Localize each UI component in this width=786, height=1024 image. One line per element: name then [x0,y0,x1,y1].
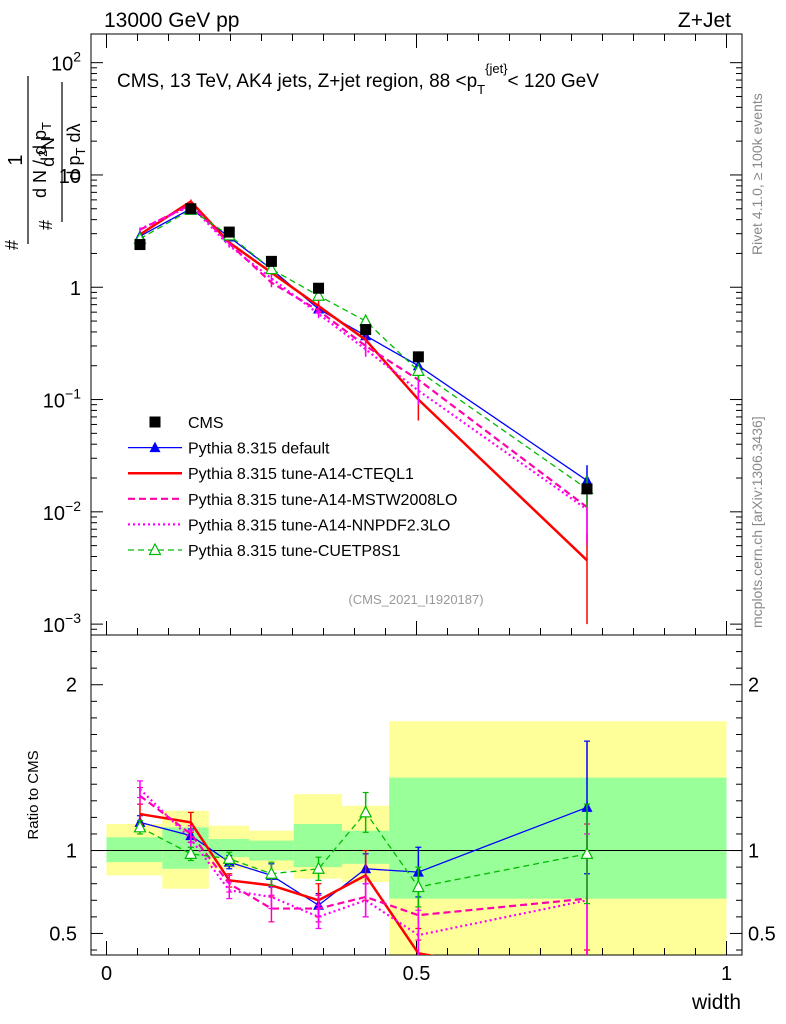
x-tick-label-2: 1 [721,963,732,985]
ratio-point-cuetp8s1 [264,866,278,879]
legend-label-default: Pythia 8.315 default [188,441,330,458]
ylabel-part: # [2,240,22,250]
data-point-cms [185,203,197,215]
data-point-cms [223,226,235,238]
data-point-cms [134,239,146,251]
data-point-cuetp8s1 [312,288,326,301]
ratio-line-cteql1 [139,812,435,955]
ratio-bands [106,721,727,955]
ratio-point-cuetp8s1 [411,879,425,893]
ylabel-part: 1 [5,154,27,165]
ylabel-part: # [36,220,56,230]
legend-label-cuetp8s1: Pythia 8.315 tune-CUETP8S1 [188,543,401,560]
main-series [133,199,594,625]
header-process: Z+Jet [678,9,731,32]
ratio-line-default [139,806,588,907]
y-tick-label-3: 1 [70,278,81,300]
series-line-mstw [139,203,588,509]
side-label-mcplots: mcplots.cern.ch [arXiv:1306.3436] [749,416,765,628]
y-tick-label-4: 10 [59,166,81,188]
data-point-cms [581,483,593,495]
header-beam: 13000 GeV pp [104,9,239,32]
ratio-point-cuetp8s1 [580,846,594,859]
ratio-y-tick-label-left-2: 2 [66,675,77,697]
data-point-cuetp8s1 [264,261,278,275]
data-point-cms [313,282,325,294]
ylabel-derivative: # d2N d pT dλ [36,82,88,230]
ratio-y-tick-label-left-1: 1 [66,841,77,863]
ratio-point-cuetp8s1 [133,820,147,833]
title-subscript: T [477,82,485,97]
legend-label-mstw: Pythia 8.315 tune-A14-MSTW2008LO [188,492,457,509]
ratio-point-cuetp8s1 [359,805,373,818]
legend-marker-cms [149,416,161,428]
ratio-y-axis-label: Ratio to CMS [25,750,42,839]
legend-label-nnpdf: Pythia 8.315 tune-A14-NNPDF2.3LO [188,517,450,534]
legend-marker-cuetp8s1 [148,542,162,556]
y-tick-label-0: 10−3 [43,610,81,637]
ratio-y-tick-label-right-0: 0.5 [748,923,776,945]
x-axis-label: width [691,991,741,1014]
series-line-cteql1 [139,199,588,562]
title-superscript: {jet} [485,61,508,76]
x-tick-label-1: 0.5 [403,963,431,985]
ratio-y-tick-label-right-2: 2 [748,675,759,697]
legend-marker-default [149,441,161,453]
chart-title-text: CMS, 13 TeV, AK4 jets, Z+jet region, 88 … [117,61,599,97]
ylabel-numerator: d2N [36,137,58,167]
data-point-cuetp8s1 [359,313,373,327]
series-line-cuetp8s1 [139,208,588,490]
data-point-cms [360,324,372,336]
ylabel-derivative-denominator: d pT dλ [64,124,88,181]
y-tick-label-5: 102 [51,49,81,76]
ratio-line-mstw [139,794,588,917]
ratio-point-cuetp8s1 [222,851,236,864]
y-tick-label-1: 10−2 [43,498,81,525]
ratio-y-tick-label-left-0: 0.5 [49,923,77,945]
title-prefix: CMS, 13 TeV, AK4 jets, Z+jet region, 88 … [117,71,477,92]
series-line-nnpdf [139,204,588,511]
data-point-cms [265,255,277,267]
y-tick-label-2: 10−1 [43,386,81,413]
chart-watermark: (CMS_2021_I1920187) [348,592,483,607]
chart-title: CMS, 13 TeV, AK4 jets, Z+jet region, 88 … [117,61,599,97]
ratio-point-cuetp8s1 [184,846,198,859]
x-tick-label-0: 0 [101,963,112,985]
legend-label-cteql1: Pythia 8.315 tune-A14-CTEQL1 [188,466,414,483]
legend-label-data: CMS [188,415,224,432]
data-point-cuetp8s1 [411,363,425,376]
data-point-cms [412,351,424,363]
side-label-rivet: Rivet 4.1.0, ≥ 100k events [749,93,765,255]
ratio-series [133,740,594,955]
ratio-line-nnpdf [139,788,588,937]
band-stat-0 [106,837,163,863]
ratio-y-tick-label-right-1: 1 [748,841,759,863]
ratio-line-cuetp8s1 [139,811,588,888]
legend: CMS Pythia 8.315 default Pythia 8.315 tune… [128,415,457,560]
title-suffix: < 120 GeV [508,71,600,92]
band-stat-2 [208,838,250,858]
ratio-point-cuetp8s1 [312,861,326,874]
